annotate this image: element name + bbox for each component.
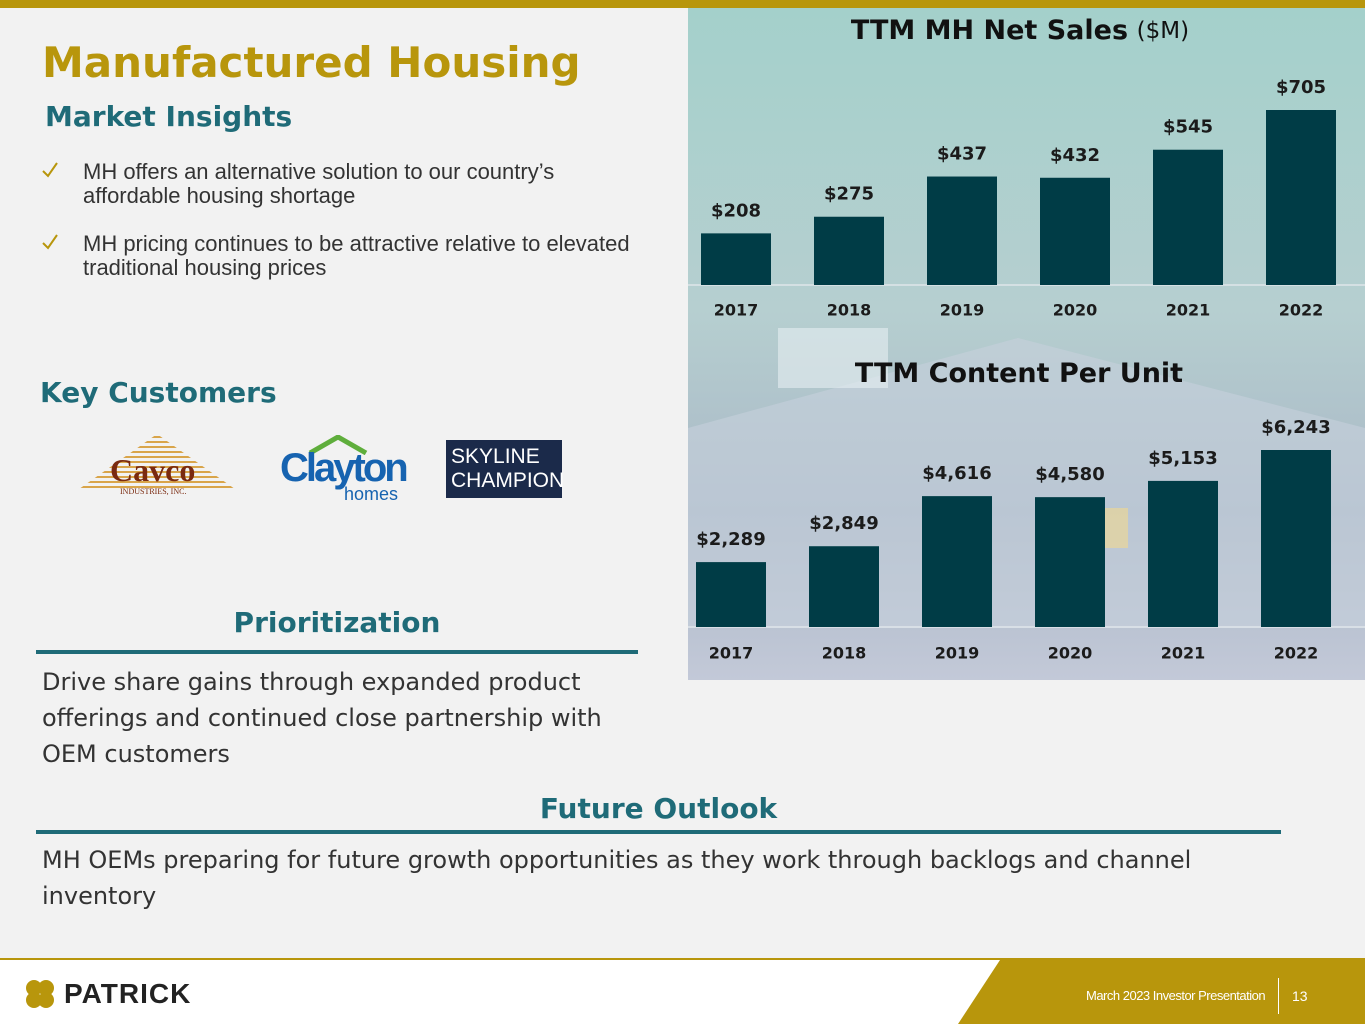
footer-rule [0, 958, 1365, 960]
bar [701, 233, 771, 285]
bar [1040, 177, 1110, 285]
check-icon [42, 234, 58, 250]
top-bar [0, 0, 1365, 8]
data-label: $4,580 [1035, 464, 1104, 485]
x-tick-label: 2018 [822, 644, 867, 663]
logo-roof [308, 435, 368, 455]
house-window [778, 328, 888, 388]
rule [36, 830, 1281, 834]
bar [1035, 497, 1105, 627]
x-tick-label: 2019 [940, 301, 985, 320]
bullet: MH pricing continues to be attractive re… [83, 231, 630, 280]
x-tick-label: 2019 [935, 644, 980, 663]
x-tick-label: 2021 [1161, 644, 1206, 663]
paragraph: Drive share gains through expanded produ… [42, 668, 602, 768]
bar [814, 216, 884, 285]
data-label: $437 [937, 144, 987, 165]
logo-box [446, 440, 562, 498]
section-heading: Prioritization [233, 606, 441, 639]
bar [927, 176, 997, 285]
section-heading: Future Outlook [539, 792, 778, 825]
bar [922, 496, 992, 627]
bar [1148, 480, 1218, 627]
x-tick-label: 2022 [1279, 301, 1324, 320]
logo-skyline: SKYLINE [451, 445, 540, 468]
footer-divider [1278, 978, 1279, 1014]
chart-title: TTM MH Net Sales ($M) [851, 15, 1189, 46]
x-tick-label: 2020 [1048, 644, 1093, 663]
data-label: $2,849 [809, 513, 878, 534]
bar [1153, 149, 1223, 285]
data-label: $4,616 [922, 463, 991, 484]
bar [1261, 450, 1331, 627]
footer-event: March 2023 Investor Presentation [1086, 988, 1266, 1003]
x-tick-label: 2022 [1274, 644, 1319, 663]
data-label: $208 [711, 200, 761, 221]
chart-title: TTM Content Per Unit [855, 358, 1183, 389]
x-tick-label: 2017 [714, 301, 759, 320]
footer-band [958, 960, 1365, 1024]
x-tick-label: 2017 [709, 644, 754, 663]
paragraph: MH OEMs preparing for future growth oppo… [42, 846, 1192, 910]
slide-title: Manufactured Housing [42, 38, 581, 87]
charts: TTM MH Net Sales ($M) $208 2017 $275 2018 $43… [688, 8, 1365, 680]
data-label: $545 [1163, 117, 1213, 138]
subtitle: Market Insights [45, 100, 293, 133]
data-label: $2,289 [696, 529, 765, 550]
x-tick-label: 2018 [827, 301, 872, 320]
bar [1266, 110, 1336, 285]
bullet: MH offers an alternative solution to our… [83, 159, 555, 208]
logo-cavco: Cavco [110, 452, 196, 488]
data-label: $5,153 [1148, 448, 1217, 469]
x-tick-label: 2020 [1053, 301, 1098, 320]
brand: PATRICK [64, 978, 192, 1009]
chart-title-text: TTM Content Per Unit [855, 358, 1183, 389]
logo-clayton: Clayton [280, 446, 409, 490]
logo-tagline: homes [344, 484, 399, 504]
x-tick-label: 2021 [1166, 301, 1211, 320]
data-label: $275 [824, 184, 874, 205]
logo-tagline: CHAMPION [451, 469, 565, 492]
bar [809, 546, 879, 627]
clover-icon [26, 980, 54, 1008]
section-heading: Key Customers [40, 376, 277, 409]
chart-title-text: TTM MH Net Sales [851, 15, 1128, 46]
bar [696, 562, 766, 627]
rule [36, 650, 638, 654]
logo-tagline: INDUSTRIES, INC. [120, 487, 187, 496]
data-label: $432 [1050, 145, 1100, 166]
page-number: 13 [1292, 988, 1308, 1004]
data-label: $705 [1276, 77, 1326, 98]
check-icon [42, 162, 58, 178]
data-label: $6,243 [1261, 417, 1330, 438]
chart-unit: ($M) [1137, 18, 1189, 44]
